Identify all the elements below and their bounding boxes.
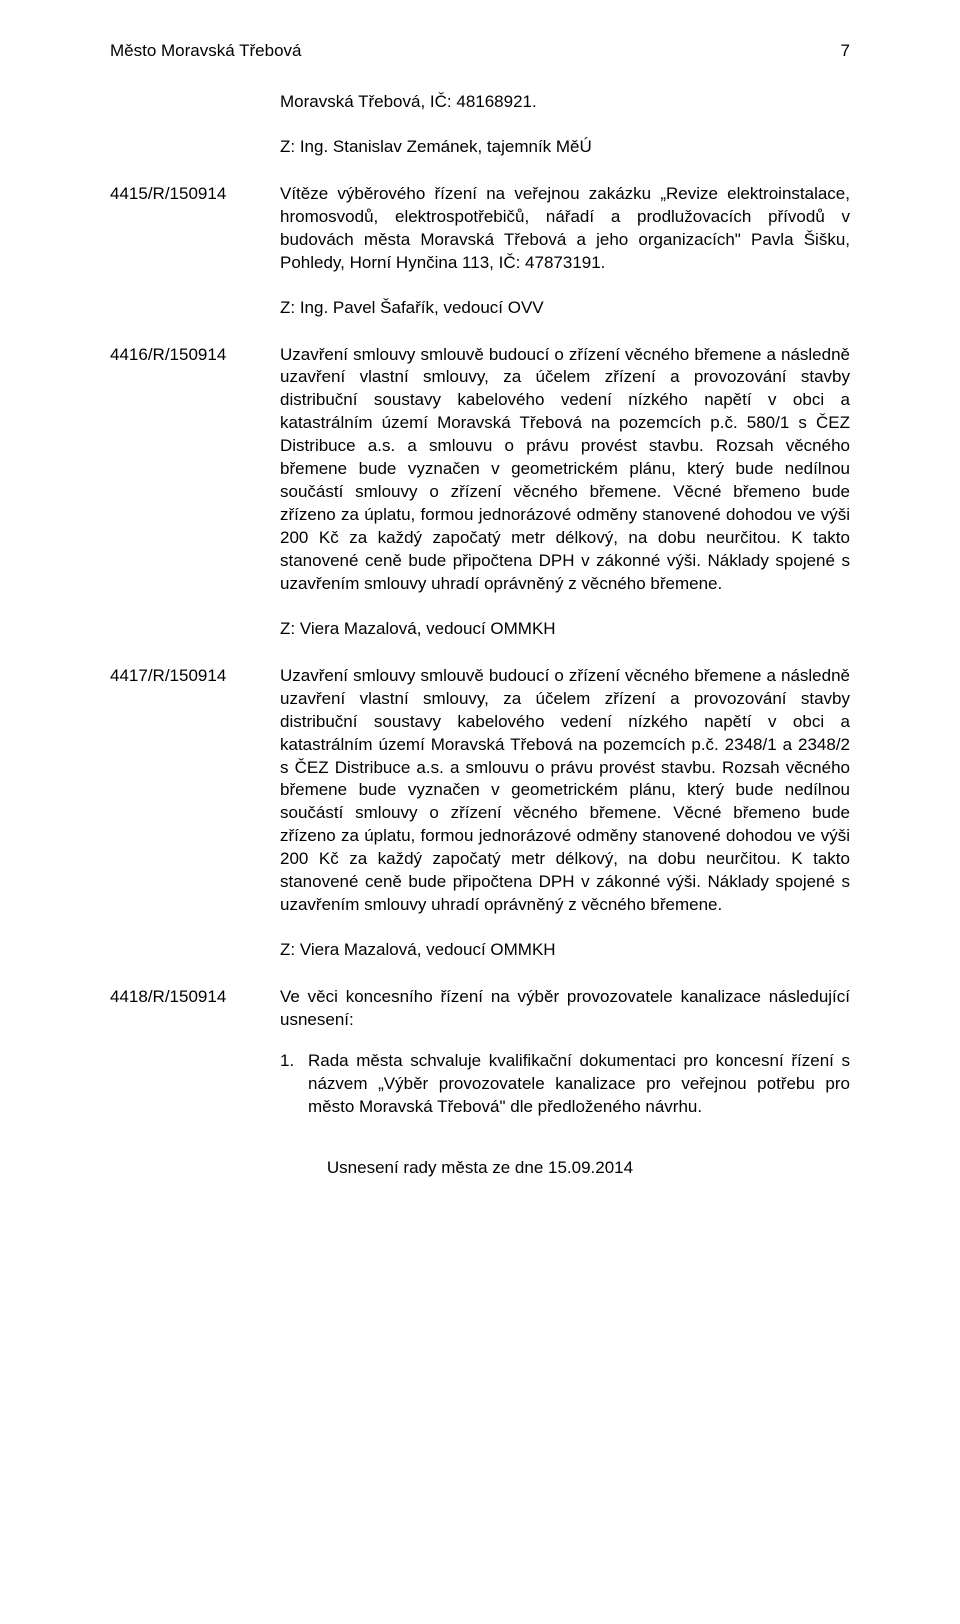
header-title: Město Moravská Třebová (110, 40, 301, 63)
entry-body: Uzavření smlouvy smlouvě budoucí o zříze… (280, 665, 850, 964)
intro-block: Moravská Třebová, IČ: 48168921. Z: Ing. … (280, 91, 850, 159)
entry-signature: Z: Ing. Pavel Šafařík, vedoucí OVV (280, 297, 850, 320)
sublist-number: 1. (280, 1050, 308, 1119)
entry-number: 4415/R/150914 (110, 183, 280, 322)
entry-text: Ve věci koncesního řízení na výběr provo… (280, 987, 850, 1029)
entry-number: 4417/R/150914 (110, 665, 280, 964)
resolution-entry: 4415/R/150914 Vítěze výběrového řízení n… (110, 183, 850, 322)
intro-signature: Z: Ing. Stanislav Zemánek, tajemník MěÚ (280, 136, 850, 159)
page-footer: Usnesení rady města ze dne 15.09.2014 (110, 1157, 850, 1180)
sublist-item: 1. Rada města schvaluje kvalifikační dok… (280, 1050, 850, 1119)
page-number: 7 (841, 40, 850, 63)
entry-signature: Z: Viera Mazalová, vedoucí OMMKH (280, 939, 850, 962)
entry-text: Vítěze výběrového řízení na veřejnou zak… (280, 184, 850, 272)
entry-text: Uzavření smlouvy smlouvě budoucí o zříze… (280, 666, 850, 914)
entry-text: Uzavření smlouvy smlouvě budoucí o zříze… (280, 345, 850, 593)
sublist-text: Rada města schvaluje kvalifikační dokume… (308, 1050, 850, 1119)
page-header: Město Moravská Třebová 7 (110, 40, 850, 63)
entry-number: 4416/R/150914 (110, 344, 280, 643)
entry-signature: Z: Viera Mazalová, vedoucí OMMKH (280, 618, 850, 641)
intro-text: Moravská Třebová, IČ: 48168921. (280, 91, 850, 114)
entry-sublist: 1. Rada města schvaluje kvalifikační dok… (280, 1050, 850, 1119)
entry-body: Uzavření smlouvy smlouvě budoucí o zříze… (280, 344, 850, 643)
entry-body: Ve věci koncesního řízení na výběr provo… (280, 986, 850, 1119)
entry-number: 4418/R/150914 (110, 986, 280, 1119)
resolution-entry: 4416/R/150914 Uzavření smlouvy smlouvě b… (110, 344, 850, 643)
entry-body: Vítěze výběrového řízení na veřejnou zak… (280, 183, 850, 322)
resolution-entry: 4418/R/150914 Ve věci koncesního řízení … (110, 986, 850, 1119)
resolution-entry: 4417/R/150914 Uzavření smlouvy smlouvě b… (110, 665, 850, 964)
